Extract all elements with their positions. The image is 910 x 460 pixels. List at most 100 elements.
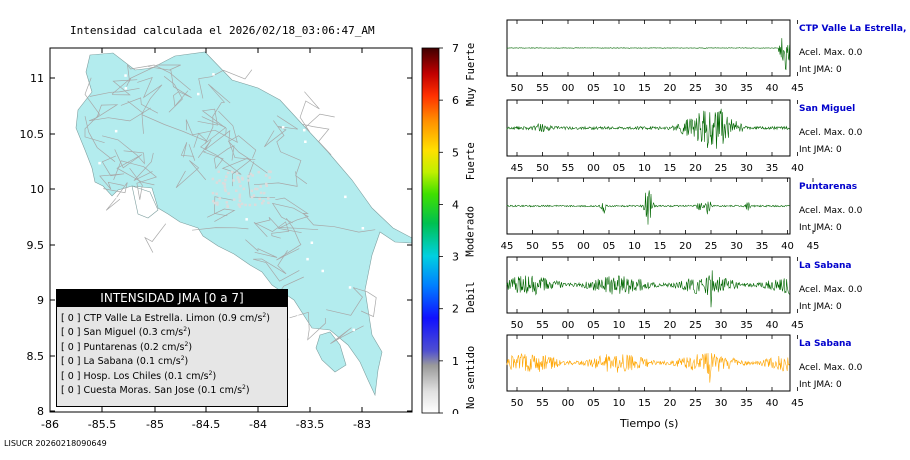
time-tick-label: 15 [664,163,677,174]
station-acel: Acel. Max. 0.0 [799,285,863,295]
scale-tick-label: 3 [452,251,459,264]
time-tick-label: 45 [791,320,804,331]
time-tick-label: 25 [705,241,718,252]
legend-item: [ 0 ] CTP Valle La Estrella. Limon (0.9 … [61,311,270,324]
time-tick-label: 20 [664,320,677,331]
lat-tick-label: 9 [37,294,44,307]
time-tick-label: 40 [766,83,779,94]
legend-title: INTENSIDAD JMA [0 a 7] [57,290,287,307]
time-tick-label: 10 [613,320,626,331]
station-name: La Sabana [799,261,852,271]
time-tick-label: 15 [638,83,651,94]
scale-tick-label: 6 [452,94,459,107]
lon-tick-label: -83 [353,418,371,431]
waveform [506,108,790,149]
legend-item: [ 0 ] Hosp. Los Chiles (0.1 cm/s2) [61,369,217,382]
intensity-color-scale: 7 6 5 4 3 2 1 0 [421,44,459,414]
time-tick-label: 55 [552,241,565,252]
time-tick-label: 00 [562,398,575,409]
time-tick-label: 25 [689,83,702,94]
lon-tick-label: -85.5 [88,418,116,431]
waveform [506,190,790,225]
lat-tick-label: 11 [30,72,44,85]
time-tick-label: 15 [638,320,651,331]
time-tick-label: 45 [791,83,804,94]
scale-label: No sentido [465,345,477,409]
time-tick-label: 30 [740,163,753,174]
seismogram-panel: 45 50 55 00 05 10 15 20 25 30 35 40 45 [501,177,819,252]
intensity-legend: INTENSIDAD JMA [0 a 7] [ 0 ] CTP Valle L… [56,289,288,407]
station-int: Int JMA: 0 [799,223,842,233]
station-int: Int JMA: 0 [799,302,842,312]
seismogram-panel: 50 55 00 05 10 15 20 25 30 35 40 45 [506,334,804,409]
seismogram-panel: 50 55 00 05 10 15 20 25 30 35 40 45 [506,256,804,331]
time-tick-label: 05 [587,398,600,409]
lat-tick-label: 10 [30,183,44,196]
waveform [506,270,790,308]
lat-tick-label: 10.5 [20,128,45,141]
waveform [506,38,790,71]
time-tick-label: 05 [587,83,600,94]
time-tick-label: 10 [638,163,651,174]
time-tick-label: 40 [766,398,779,409]
time-tick-label: 15 [638,398,651,409]
time-tick-label: 50 [511,320,524,331]
station-acel: Acel. Max. 0.0 [799,363,863,373]
time-tick-label: 15 [654,241,667,252]
scale-tick-label: 2 [452,303,459,316]
time-tick-label: 20 [679,241,692,252]
map-title: Intensidad calculada el 2026/02/18_03:06… [70,24,375,37]
scale-tick-label: 4 [452,198,459,211]
legend-item: [ 0 ] San Miguel (0.3 cm/s2) [61,326,191,339]
time-tick-label: 00 [587,163,600,174]
time-tick-label: 00 [562,83,575,94]
legend-item: [ 0 ] Cuesta Moras. San Jose (0.1 cm/s2) [61,383,250,397]
time-tick-label: 55 [536,83,549,94]
time-tick-label: 20 [664,398,677,409]
time-tick-label: 00 [577,241,590,252]
lat-tick-label: 8 [37,405,44,418]
time-tick-label: 40 [781,241,794,252]
footer-id: LISUCR 20260218090649 [4,439,107,448]
time-tick-label: 50 [511,83,524,94]
time-tick-label: 25 [689,398,702,409]
station-int: Int JMA: 0 [799,380,842,390]
station-acel: Acel. Max. 0.0 [799,128,863,138]
lon-tick-label: -86 [41,418,59,431]
scale-tick-label: 0 [452,407,459,414]
time-tick-label: 50 [536,163,549,174]
scale-tick-label: 5 [452,146,459,159]
lat-tick-label: 8.5 [27,350,45,363]
time-tick-label: 05 [603,241,616,252]
legend-item: [ 0 ] Puntarenas (0.2 cm/s2) [61,340,193,353]
time-tick-label: 35 [740,398,753,409]
time-tick-label: 30 [715,83,728,94]
station-name: La Sabana [799,339,852,349]
time-tick-label: 30 [715,398,728,409]
map-frame [49,47,413,413]
lon-tick-label: -83.5 [296,418,324,431]
legend-item: [ 0 ] La Sabana (0.1 cm/s2) [61,355,189,368]
station-acel: Acel. Max. 0.0 [799,206,863,216]
time-tick-label: 45 [807,241,820,252]
time-tick-label: 05 [613,163,626,174]
time-tick-label: 30 [715,320,728,331]
scale-tick-label: 7 [452,44,459,55]
time-tick-label: 40 [766,320,779,331]
station-int: Int JMA: 0 [799,65,842,75]
time-tick-label: 10 [628,241,641,252]
time-tick-label: 00 [562,320,575,331]
time-tick-label: 35 [766,163,779,174]
lat-tick-label: 9.5 [27,239,45,252]
time-tick-label: 05 [587,320,600,331]
time-tick-label: 20 [664,83,677,94]
lon-tick-label: -84 [249,418,267,431]
time-tick-label: 55 [536,398,549,409]
map-axes: 11 10.5 10 9.5 9 8.5 8-86 -85.5 -85 -84.5 -84 -83.5… [20,48,412,431]
time-tick-label: 50 [526,241,539,252]
time-tick-label: 35 [740,320,753,331]
time-tick-label: 35 [740,83,753,94]
station-int: Int JMA: 0 [799,145,842,155]
time-tick-label: 10 [613,83,626,94]
station-name: San Miguel [799,104,856,114]
